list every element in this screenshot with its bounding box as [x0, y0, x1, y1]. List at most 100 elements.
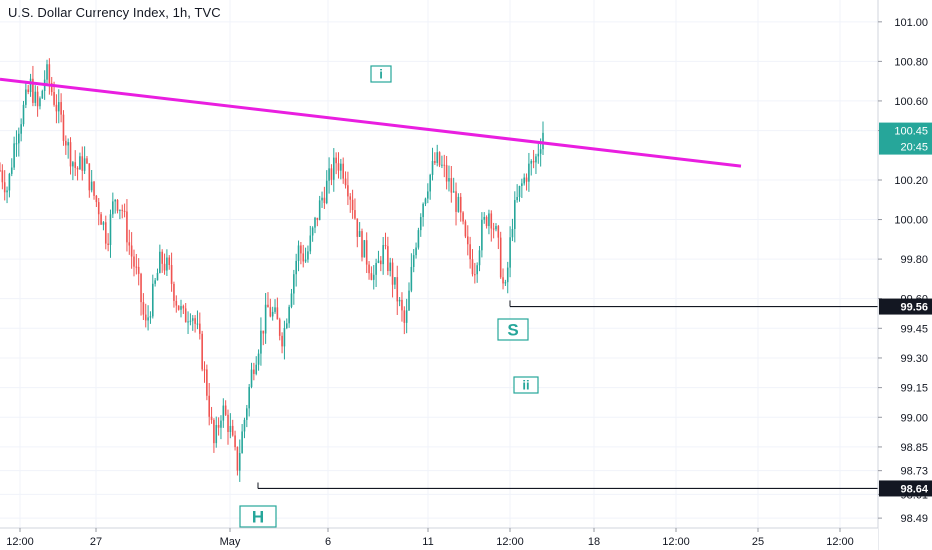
trendline[interactable]: [0, 77, 742, 168]
candle-body: [542, 132, 544, 150]
candle-body: [410, 266, 413, 291]
candle-body: [384, 245, 387, 247]
candle-body: [215, 425, 218, 444]
wave-label-box[interactable]: [239, 505, 277, 528]
wave-label-box[interactable]: [370, 65, 392, 83]
candle-body: [3, 182, 6, 193]
level-price-tag: [879, 298, 932, 315]
candle-body: [182, 306, 185, 309]
candle-body: [441, 164, 443, 166]
candle-body: [196, 323, 199, 325]
time-axis-label: 11: [422, 536, 433, 548]
candle-body: [427, 191, 429, 199]
candle-body: [93, 181, 95, 196]
candle-body: [361, 231, 363, 258]
candle-body: [445, 165, 448, 182]
candle-body: [156, 272, 159, 281]
candle-body: [41, 90, 44, 99]
candle-body: [271, 311, 274, 317]
candle-body: [102, 222, 105, 225]
candle-body: [79, 156, 81, 170]
candle-body: [417, 230, 420, 248]
candle-body: [307, 251, 309, 260]
candle-body: [142, 302, 145, 315]
candle-body: [184, 308, 187, 323]
candle-body: [116, 200, 119, 211]
candle-body: [495, 226, 497, 230]
candle-body: [140, 273, 142, 303]
candle-body: [396, 277, 399, 302]
candle-body: [457, 196, 460, 212]
candle-body: [436, 152, 439, 163]
candle-body: [253, 369, 255, 374]
candle-body: [351, 199, 354, 211]
candle-body: [48, 64, 51, 84]
candle-body: [490, 213, 493, 229]
candle-body: [398, 299, 401, 302]
candle-body: [175, 300, 178, 306]
candle-body: [523, 177, 525, 184]
candle-body: [86, 158, 88, 164]
candle-body: [210, 416, 213, 421]
candle-body: [528, 163, 530, 182]
candle-body: [394, 277, 396, 285]
candle-body: [163, 263, 166, 271]
candle-body: [429, 174, 431, 192]
candle-body: [123, 210, 126, 212]
candle-body: [191, 318, 194, 321]
price-axis-label: 100.00: [894, 215, 928, 227]
candle-body: [478, 250, 481, 266]
last-price-tag: [879, 122, 932, 155]
candle-body: [18, 133, 20, 144]
candle-body: [161, 251, 163, 264]
candle-body: [300, 245, 302, 254]
candle-body: [25, 89, 27, 105]
candle-body: [382, 245, 384, 265]
price-axis-label: 98.85: [900, 442, 928, 454]
candle-body: [492, 228, 495, 230]
candle-body: [335, 157, 337, 164]
candle-body: [90, 181, 93, 191]
candle-body: [391, 262, 394, 285]
candle-body: [295, 260, 297, 275]
candle-body: [114, 200, 116, 202]
candle-body: [83, 158, 86, 171]
candle-body: [372, 274, 375, 280]
candle-body: [311, 227, 314, 236]
candle-body: [69, 142, 72, 167]
wave-label-box[interactable]: [497, 318, 529, 341]
candle-body: [104, 222, 107, 244]
price-axis-label: 99.15: [900, 383, 928, 395]
candle-body: [187, 321, 189, 323]
candle-body: [283, 328, 286, 347]
candle-body: [149, 316, 152, 318]
candle-body: [474, 274, 476, 276]
candle-body: [375, 262, 377, 275]
candle-body: [403, 310, 406, 323]
candle-body: [213, 420, 215, 444]
candle-body: [74, 162, 77, 168]
candle-body: [387, 246, 389, 272]
wave-label-box[interactable]: [513, 376, 539, 394]
candle-body: [309, 235, 312, 252]
candle-body: [72, 162, 74, 167]
candle-body: [20, 124, 22, 134]
candle-body: [497, 226, 500, 238]
candle-body: [166, 257, 168, 271]
candle-body: [1, 170, 4, 183]
candle-body: [27, 89, 30, 93]
candle-body: [6, 190, 8, 193]
candle-body: [443, 164, 446, 166]
candle-body: [22, 104, 25, 125]
candle-body: [39, 98, 41, 107]
candle-body: [459, 196, 462, 213]
candle-body: [328, 168, 330, 181]
candle-body: [246, 408, 248, 420]
candle-body: [464, 221, 467, 237]
candle-body: [10, 167, 13, 174]
candle-body: [365, 240, 368, 265]
time-axis-label: 25: [752, 536, 764, 548]
candle-body: [217, 425, 220, 428]
candle-body: [288, 306, 290, 324]
